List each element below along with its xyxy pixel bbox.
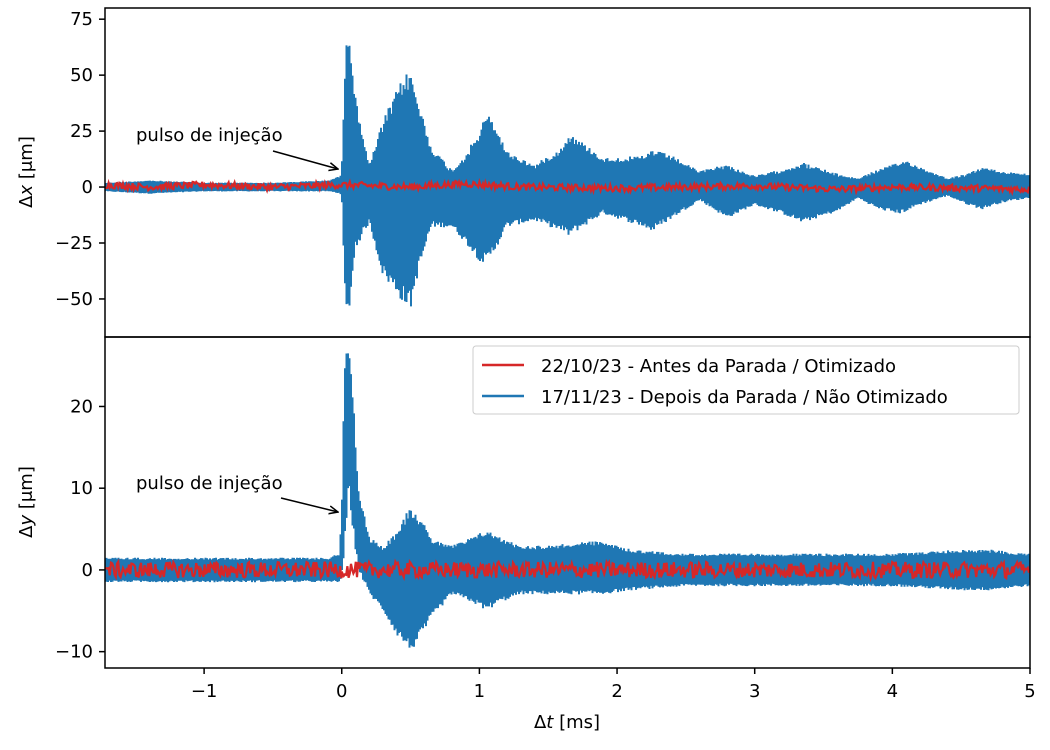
top-y-tick-label: 50 [70,65,93,86]
bottom-x-tick-label: 0 [336,681,347,702]
legend-frame [472,345,1020,415]
bottom-x-tick-label: 2 [611,681,622,702]
top-series-group [105,45,1030,307]
top-y-tick-label: −50 [55,289,93,310]
bottom-x-tick-label: 4 [887,681,898,702]
legend-label-blue: 17/11/23 - Depois da Parada / Não Otimiz… [541,387,948,408]
top-y-tick-label: 75 [70,9,93,30]
top-y-tick-label: 0 [82,177,93,198]
top-y-axis-label: Δx [μm] [16,136,37,208]
bottom-x-ticks: −1 0 1 2 3 4 5 [191,668,1036,702]
bottom-series-group [105,353,1030,648]
top-red-series [105,177,1030,197]
bottom-x-tick-label: 5 [1024,681,1035,702]
bottom-red-series [105,558,1030,583]
legend-label-red: 22/10/23 - Antes da Parada / Otimizado [541,356,896,377]
top-y-axis-label-unit: [μm] [16,136,37,185]
bottom-x-axis-label-var: t [546,712,554,733]
bottom-annotation-text: pulso de injeção [136,473,283,494]
bottom-y-ticks: −10 0 10 20 [55,396,105,663]
bottom-x-tick-label: 1 [474,681,485,702]
top-y-axis-label-var: x [16,185,37,197]
bottom-y-axis-label-unit: [μm] [16,466,37,515]
bottom-x-tick-label: −1 [191,681,218,702]
top-y-axis-label-prefix: Δ [16,195,37,208]
top-blue-series [105,45,1030,307]
top-annotation-arrow [272,150,338,169]
bottom-y-axis-label-var: y [16,515,37,527]
bottom-y-axis-label-prefix: Δ [16,525,37,538]
top-blue-series-band [105,45,1030,307]
bottom-plot-frame [104,336,1031,669]
bottom-y-axis-label: Δy [μm] [16,466,37,538]
bottom-x-axis-label: Δt [ms] [534,712,600,733]
legend: 22/10/23 - Antes da Parada / Otimizado 1… [472,345,1020,415]
bottom-y-tick-label: 0 [82,560,93,581]
bottom-y-tick-label: 20 [70,396,93,417]
top-y-tick-label: 25 [70,121,93,142]
bottom-x-axis-label-prefix: Δ [534,712,547,733]
top-annotation-text: pulso de injeção [136,125,283,146]
bottom-y-tick-label: −10 [55,642,93,663]
bottom-x-axis-label-unit: [ms] [553,712,600,733]
top-y-tick-label: −25 [55,233,93,254]
top-y-ticks: −50 −25 0 25 50 75 [55,9,105,310]
top-panel: −50 −25 0 25 50 75 Δx [μm] pulso de injeção [16,7,1031,338]
bottom-x-tick-label: 3 [749,681,760,702]
bottom-annotation-arrow [280,497,338,512]
bottom-y-tick-label: 10 [70,478,93,499]
